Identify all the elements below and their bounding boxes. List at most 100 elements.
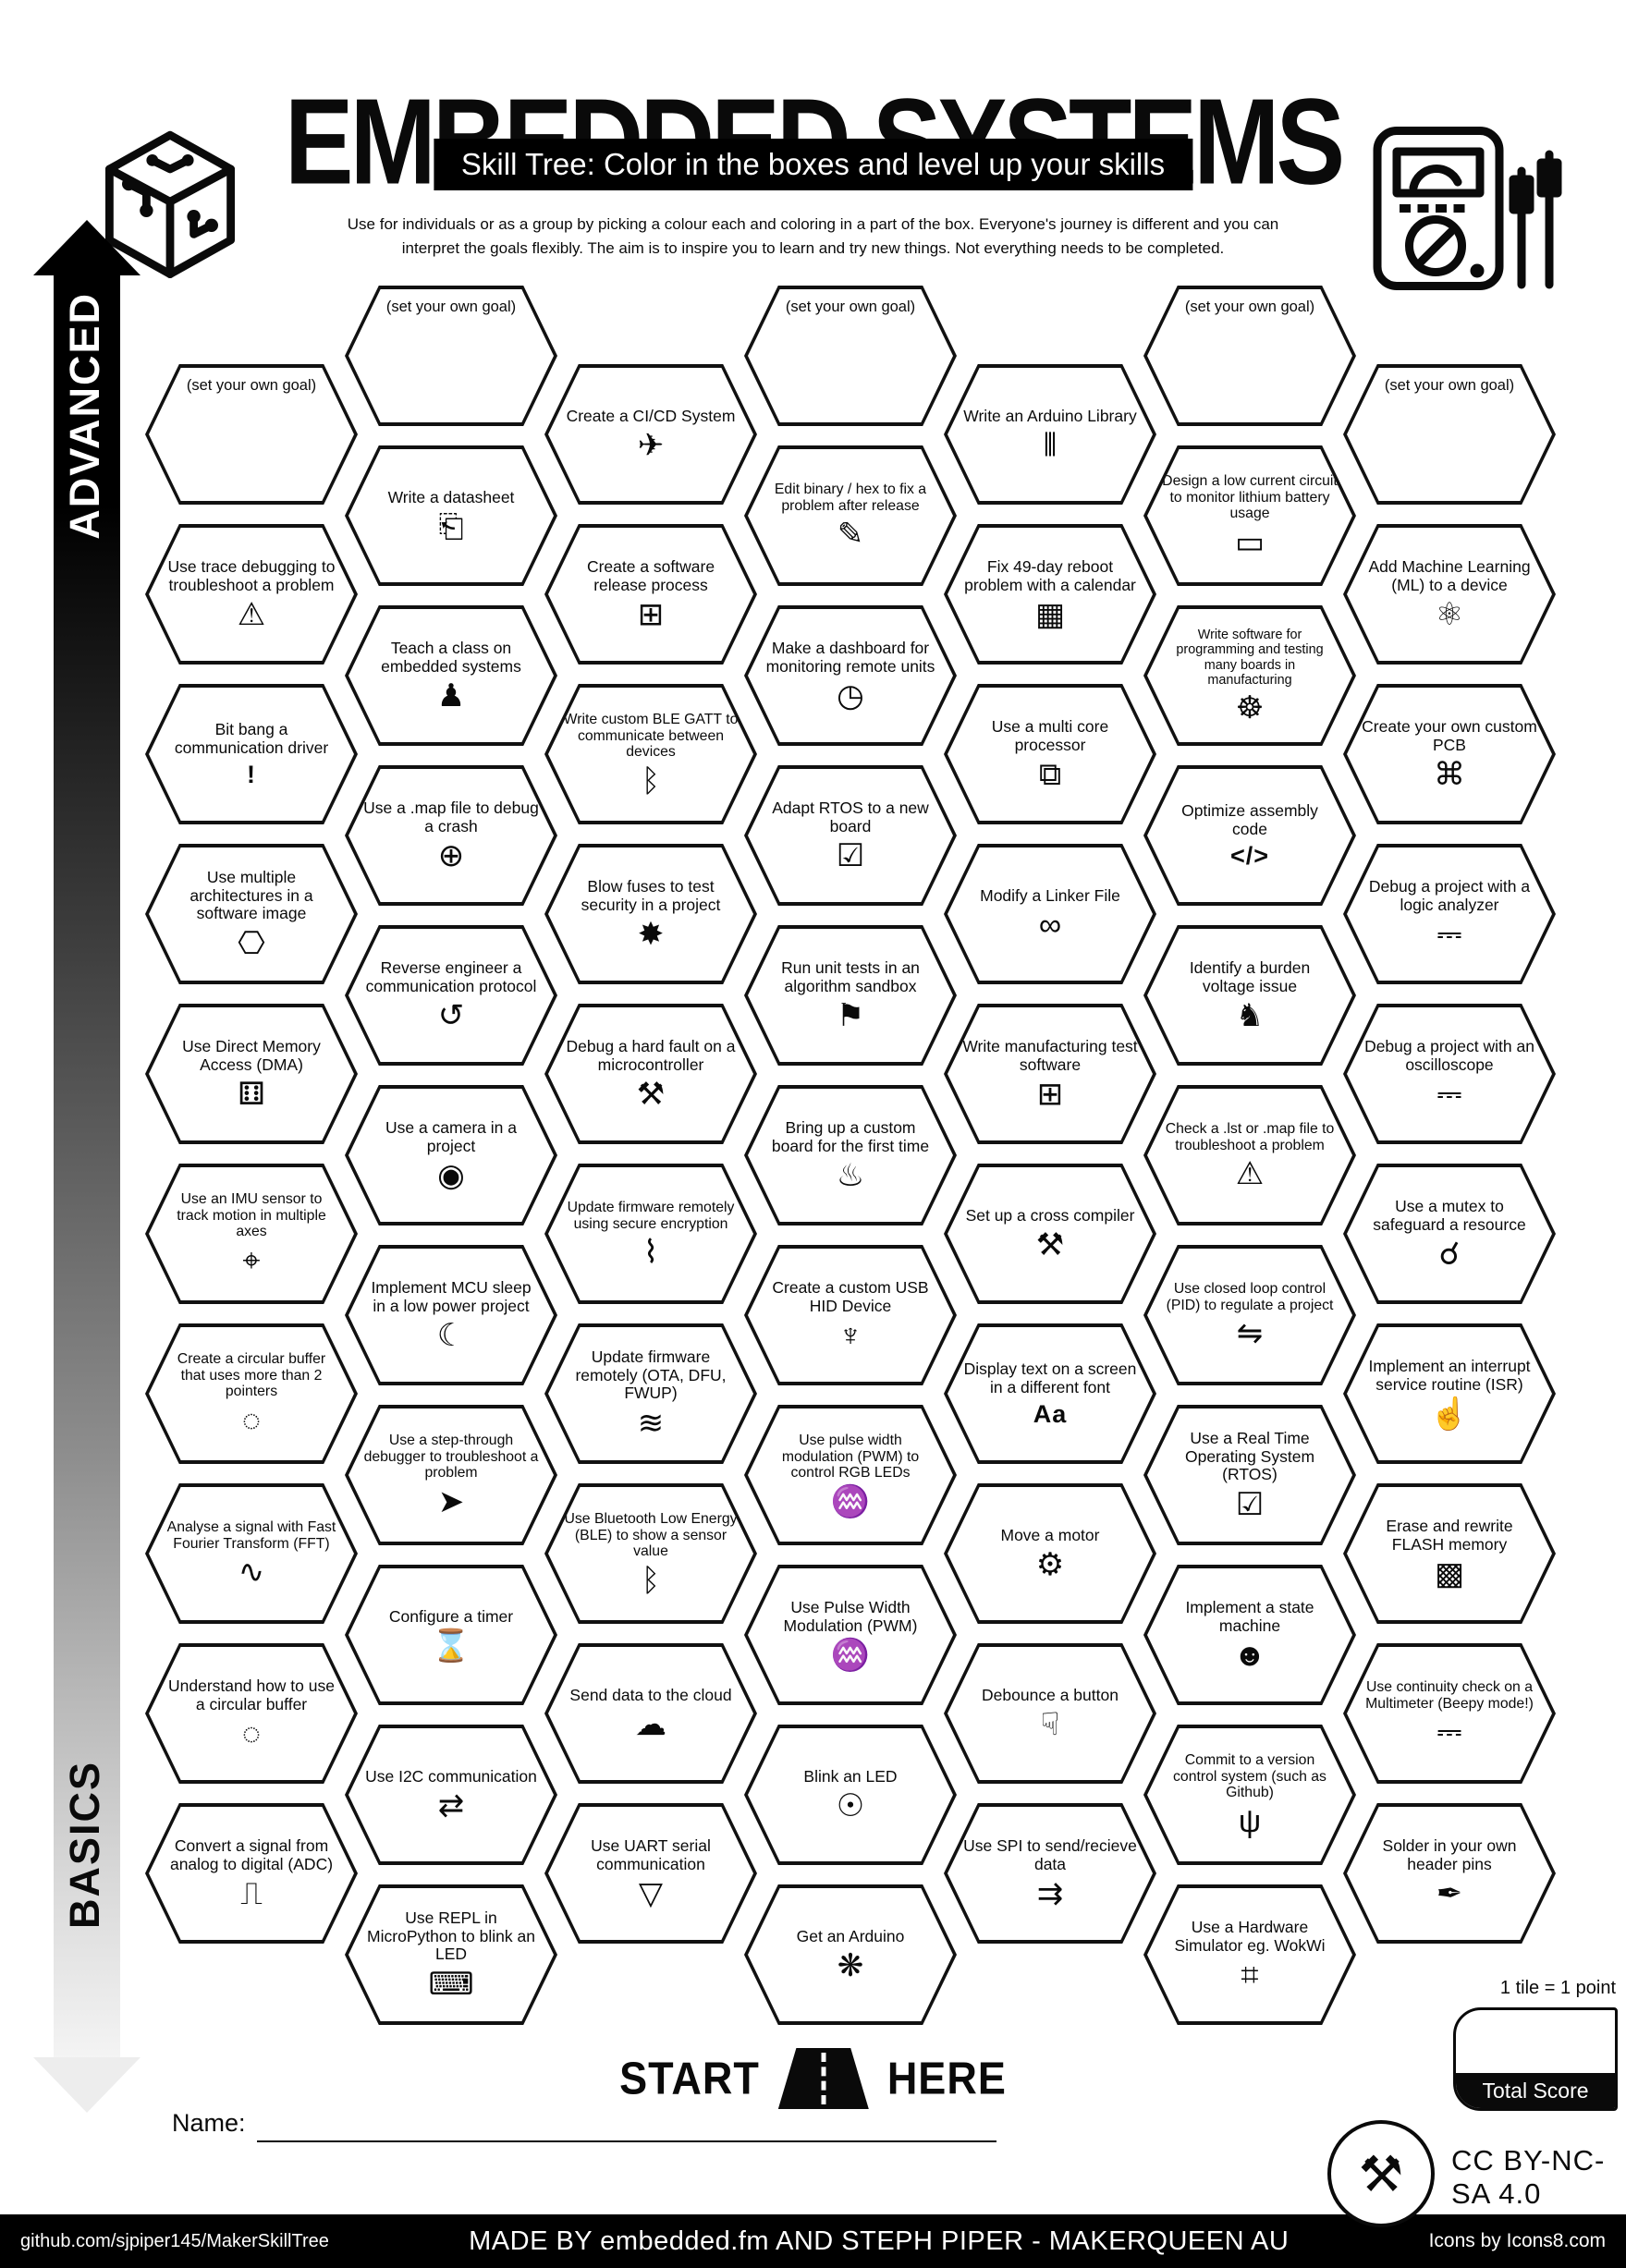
hex-tile-inner: Write manufacturing test software ⊞: [947, 1007, 1153, 1140]
hex-tile-label: Debug a hard fault on a microcontroller: [566, 1036, 736, 1074]
globe-icon: ⊕: [437, 838, 465, 874]
chain-link-icon: ∞: [1038, 908, 1062, 944]
intro-line-1: Use for individuals or as a group by pic…: [347, 215, 1279, 233]
hex-tile-label: (set your own goal): [1384, 377, 1515, 394]
hex-tile-label: Use multiple architectures in a software…: [189, 868, 313, 923]
explosion-icon: ✸: [637, 917, 665, 953]
score-note: 1 tile = 1 point: [1499, 1978, 1616, 1998]
battery-icon: ▭: [1234, 525, 1265, 561]
hex-tile-inner: Configure a timer ⌛: [348, 1568, 554, 1701]
hex-tile-label: Add Machine Learning (ML) to a device: [1368, 556, 1531, 594]
hex-tile: Bring up a custom board for the first ti…: [744, 1085, 957, 1225]
hex-tile: Create a CI/CD System ✈: [544, 364, 757, 505]
intro-text: Use for individuals or as a group by pic…: [0, 213, 1626, 262]
hex-tile: Use pulse width modulation (PWM) to cont…: [744, 1405, 957, 1545]
hex-tile-label: Convert a signal from analog to digital …: [169, 1835, 334, 1873]
hex-tile: Erase and rewrite FLASH memory ▩: [1343, 1483, 1556, 1624]
hex-tile-label: Set up a cross compiler: [965, 1205, 1135, 1225]
hex-tile: Use Pulse Width Modulation (PWM) ♒: [744, 1565, 957, 1705]
hex-tile-inner: Use Bluetooth Low Energy (BLE) to show a…: [548, 1487, 753, 1620]
total-score-box: Total Score: [1453, 2007, 1618, 2111]
license-text: CC BY-NC-SA 4.0: [1451, 2144, 1606, 2210]
hex-tile: Write a datasheet ⎗: [345, 445, 557, 586]
hex-tile: Debug a project with an oscilloscope ⎓: [1343, 1004, 1556, 1144]
axis-label-advanced: ADVANCED: [61, 292, 108, 540]
bookshelf-icon: ⦀: [1043, 428, 1058, 464]
hex-tile-inner: Use a multi core processor ⧉: [947, 688, 1153, 821]
hex-tile-label: Edit binary / hex to fix a problem after…: [774, 481, 927, 514]
hex-tile-label: Solder in your own header pins: [1382, 1835, 1517, 1873]
hex-tile-inner: Use I2C communication ⇄: [348, 1728, 554, 1861]
hex-tile: Use SPI to send/recieve data ⇉: [944, 1803, 1156, 1944]
laptop-sim-icon: ⌗: [1241, 1957, 1259, 1994]
hex-tile-label: (set your own goal): [1184, 299, 1315, 315]
hex-tile-label: Use a Real Time Operating System (RTOS): [1184, 1429, 1315, 1484]
gear-arrows-icon: ↺: [437, 998, 465, 1034]
soldering-iron-icon: ✒: [1436, 1876, 1463, 1912]
hex-tile-label: Use a multi core processor: [991, 716, 1109, 754]
hex-tile: Understand how to use a circular buffer ◌: [145, 1643, 358, 1784]
hex-tile-inner: (set your own goal): [149, 368, 354, 501]
hex-tile: Modify a Linker File ∞: [944, 844, 1156, 984]
footer-github-url: github.com/sjpiper145/MakerSkillTree: [20, 2230, 329, 2251]
arrow-up-icon: [33, 220, 141, 275]
hex-tile-label: Write a datasheet: [387, 487, 515, 506]
hex-tile-label: Use an IMU sensor to track motion in mul…: [177, 1190, 326, 1240]
hex-tile-inner: Use multiple architectures in a software…: [149, 847, 354, 981]
hex-tile-label: Create your own custom PCB: [1362, 716, 1537, 754]
pwm-wave-icon: ♒: [830, 1638, 871, 1674]
hex-tile-goal: (set your own goal): [744, 286, 957, 426]
hex-tile-inner: (set your own goal): [348, 289, 554, 422]
hex-tile-label: Bring up a custom board for the first ti…: [771, 1117, 930, 1155]
hex-tile-inner: Adapt RTOS to a new board ☑: [748, 769, 953, 902]
hex-tile: Update firmware remotely (OTA, DFU, FWUP…: [544, 1323, 757, 1464]
sleep-icon: ☾: [436, 1318, 466, 1354]
hex-tile: Write an Arduino Library ⦀: [944, 364, 1156, 505]
hex-tile-inner: Make a dashboard for monitoring remote u…: [748, 609, 953, 742]
cubes-icon: ⧉: [1038, 757, 1062, 793]
hex-tile-inner: Convert a signal from analog to digital …: [149, 1807, 354, 1940]
hex-tile: Use I2C communication ⇄: [345, 1725, 557, 1865]
hex-tile-label: Use Direct Memory Access (DMA): [182, 1036, 321, 1074]
hex-tile-label: Use Pulse Width Modulation (PWM): [783, 1597, 918, 1635]
hex-tile: Use UART serial communication ▽: [544, 1803, 757, 1944]
pwm-wave-icon: ♒: [830, 1484, 871, 1520]
hex-tile-inner: Implement MCU sleep in a low power proje…: [348, 1249, 554, 1382]
hex-tile: Write software for programming and testi…: [1143, 605, 1356, 746]
hex-tile-label: Write manufacturing test software: [962, 1036, 1138, 1074]
hex-tile: Use a mutex to safeguard a resource ☌: [1343, 1164, 1556, 1304]
usb-icon: ♆: [838, 1318, 862, 1354]
hex-tile-inner: Get an Arduino ❋: [748, 1888, 953, 2021]
hex-tile: Design a low current circuit to monitor …: [1143, 445, 1356, 586]
adc-wave-icon: ⎍: [240, 1876, 263, 1912]
cake-icon: ♨: [836, 1158, 865, 1194]
hex-tile-label: Use I2C communication: [365, 1766, 537, 1786]
hex-tile-inner: Implement an interrupt service routine (…: [1347, 1327, 1552, 1460]
hex-tile: Send data to the cloud ☁: [544, 1643, 757, 1784]
hex-tile-inner: Use Pulse Width Modulation (PWM) ♒: [748, 1568, 953, 1701]
hex-tile-label: Bit bang a communication driver: [174, 720, 329, 757]
hex-tile-label: Get an Arduino: [796, 1926, 905, 1945]
hex-tile: Check a .lst or .map file to troubleshoo…: [1143, 1085, 1356, 1225]
hex-tile-label: Use continuity check on a Multimeter (Be…: [1365, 1678, 1534, 1712]
hex-tile: Use a Hardware Simulator eg. WokWi ⌗: [1143, 1884, 1356, 2025]
hex-tile-label: Analyse a signal with Fast Fourier Trans…: [166, 1518, 336, 1552]
hex-tile-inner: Use a step-through debugger to troublesh…: [348, 1408, 554, 1542]
hex-tile: Configure a timer ⌛: [345, 1565, 557, 1705]
crossed-tools-icon: ⚒: [1035, 1227, 1065, 1263]
maker-tools-badge-icon: ⚒: [1327, 2120, 1435, 2227]
bluetooth-icon: ᛒ: [641, 1563, 661, 1599]
multimeter-icon: ⎓: [1437, 917, 1462, 953]
hex-tile-inner: Debug a project with an oscilloscope ⎓: [1347, 1007, 1552, 1140]
multimeter-icon: ⎓: [1437, 1077, 1462, 1113]
cube-network-icon: ⎔: [238, 925, 265, 961]
monitor-alert-icon: ⚠: [237, 597, 266, 633]
hex-tile: Use a multi core processor ⧉: [944, 684, 1156, 824]
hex-tile: Use a camera in a project ◉: [345, 1085, 557, 1225]
hex-tile: Reverse engineer a communication protoco…: [345, 925, 557, 1066]
hex-tile: Debounce a button ☟: [944, 1643, 1156, 1784]
hex-tile-label: Move a motor: [1000, 1525, 1100, 1544]
camera-icon: ◉: [437, 1158, 465, 1194]
axes-cube-icon: ⌖: [242, 1243, 261, 1279]
font-icon: Aa: [1033, 1399, 1068, 1428]
